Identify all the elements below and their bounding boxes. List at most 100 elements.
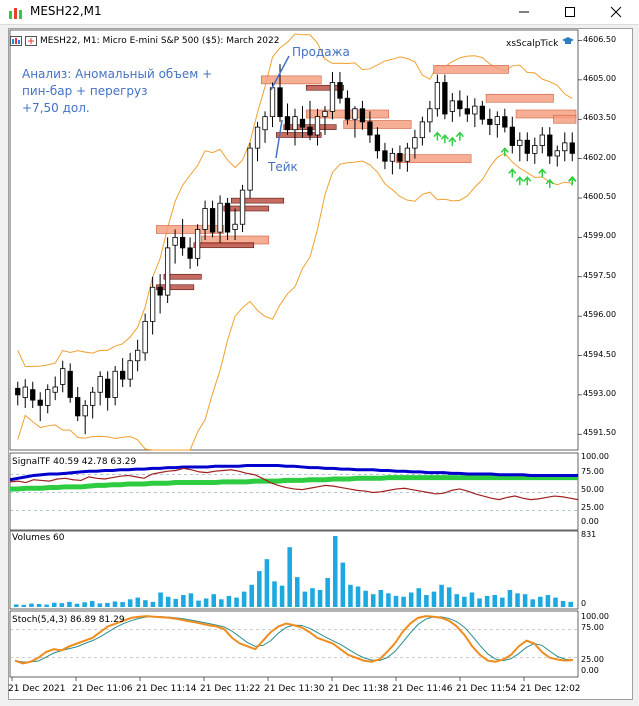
candle-body bbox=[569, 142, 575, 154]
volume-bar bbox=[363, 590, 368, 607]
candle-body bbox=[329, 82, 336, 112]
candle-body bbox=[562, 142, 568, 152]
candle-body bbox=[179, 236, 186, 249]
trade-panel-icon[interactable] bbox=[25, 36, 37, 46]
time-axis-label: 21 Dec 11:14 bbox=[136, 684, 197, 694]
volume-bar bbox=[401, 596, 406, 607]
candle-body bbox=[524, 139, 530, 154]
volume-bar bbox=[51, 602, 57, 607]
volume-bar bbox=[82, 602, 87, 607]
candle-body bbox=[187, 247, 193, 259]
metatrader-chart-icon bbox=[8, 5, 24, 24]
volume-bar bbox=[127, 599, 133, 607]
volume-bar bbox=[143, 600, 148, 607]
candle-body bbox=[517, 139, 523, 146]
chart-settings-icon[interactable] bbox=[10, 36, 22, 46]
volume-bar bbox=[264, 559, 270, 607]
candle-body bbox=[75, 397, 81, 417]
volume-bar bbox=[97, 603, 103, 607]
buy-arrow-icon bbox=[448, 136, 457, 146]
candle-body bbox=[277, 87, 283, 118]
candle-body bbox=[247, 147, 253, 191]
candle-body bbox=[479, 105, 485, 120]
take-annotation: Тейк bbox=[268, 160, 298, 174]
candle-body bbox=[464, 108, 470, 115]
volume-bar bbox=[446, 587, 452, 607]
candle-body bbox=[352, 108, 358, 120]
candle-body bbox=[382, 150, 388, 162]
candle-body bbox=[90, 391, 96, 406]
volume-bar bbox=[165, 596, 171, 607]
sell-pointer-line bbox=[270, 55, 290, 91]
stoch-main-line bbox=[14, 615, 574, 665]
price-axis-label: 4605.00 bbox=[583, 73, 617, 83]
minimize-button[interactable] bbox=[501, 0, 547, 24]
candle-body bbox=[127, 360, 133, 380]
buy-arrow-icon bbox=[508, 168, 517, 178]
minimize-icon bbox=[519, 11, 529, 13]
volume-zone bbox=[275, 132, 322, 138]
signal-axis-75: 75.00 bbox=[581, 467, 604, 476]
volume-zone bbox=[260, 75, 322, 85]
volume-zone bbox=[395, 154, 472, 163]
signal-axis-50: 50.00 bbox=[581, 485, 604, 494]
buy-arrow-icon bbox=[433, 131, 442, 141]
volume-bar bbox=[158, 592, 163, 607]
close-icon bbox=[610, 6, 622, 18]
buy-arrow-icon bbox=[523, 176, 532, 186]
sell-annotation: Продажа bbox=[292, 45, 350, 59]
candle-body bbox=[120, 370, 126, 380]
lower-band-line bbox=[17, 152, 573, 451]
buy-arrow-icon bbox=[515, 176, 524, 186]
candle-body bbox=[202, 208, 208, 230]
volume-bar bbox=[181, 595, 186, 607]
signal-blue-line bbox=[9, 464, 578, 482]
candle-body bbox=[112, 370, 118, 398]
volume-bar bbox=[112, 601, 118, 607]
candle-body bbox=[224, 202, 231, 233]
buy-arrow-icon bbox=[568, 176, 577, 186]
candle-body bbox=[15, 387, 21, 396]
volume-bar bbox=[67, 601, 72, 607]
buy-arrow-icon bbox=[500, 147, 509, 157]
candle-body bbox=[262, 116, 268, 131]
candle-body bbox=[539, 134, 545, 146]
candle-body bbox=[554, 150, 560, 157]
volume-bar bbox=[14, 604, 19, 607]
price-axis-label: 4602.00 bbox=[583, 152, 617, 162]
candle-body bbox=[67, 370, 73, 398]
candle-body bbox=[359, 108, 366, 123]
analysis-note: Анализ: Аномальный объем + пин-бар + пер… bbox=[22, 67, 213, 115]
volume-bar bbox=[36, 604, 42, 607]
close-button[interactable] bbox=[593, 0, 639, 24]
volume-bar bbox=[295, 577, 300, 607]
maximize-button[interactable] bbox=[547, 0, 593, 24]
volume-zone bbox=[193, 242, 255, 249]
price-axis-label: 4596.00 bbox=[583, 310, 617, 320]
price-axis-label: 4591.50 bbox=[583, 428, 617, 438]
candle-body bbox=[494, 116, 500, 125]
buy-arrow-icon bbox=[545, 178, 554, 188]
volumes-pane-border bbox=[9, 530, 579, 610]
volume-bar bbox=[454, 594, 460, 607]
volume-bar bbox=[522, 594, 528, 607]
candle-body bbox=[367, 121, 373, 136]
signal-axis-100: 100.00 bbox=[581, 452, 609, 461]
candle-body bbox=[254, 126, 261, 149]
volume-bar bbox=[553, 597, 558, 607]
volume-zone bbox=[231, 197, 285, 204]
price-axis-label: 4599.00 bbox=[583, 231, 617, 241]
volume-bar bbox=[219, 599, 224, 607]
candle-body bbox=[172, 236, 178, 246]
volume-zone bbox=[433, 65, 509, 74]
candle-body bbox=[404, 147, 411, 162]
candle-body bbox=[532, 145, 538, 154]
candle-body bbox=[314, 116, 321, 136]
candle-body bbox=[547, 134, 553, 157]
signal-red-line bbox=[9, 467, 579, 501]
time-axis-label: 21 Dec 2021 bbox=[8, 684, 66, 694]
candle-body bbox=[37, 399, 43, 406]
take-pointer-line bbox=[275, 119, 283, 159]
graduation-cap-icon bbox=[562, 37, 575, 44]
